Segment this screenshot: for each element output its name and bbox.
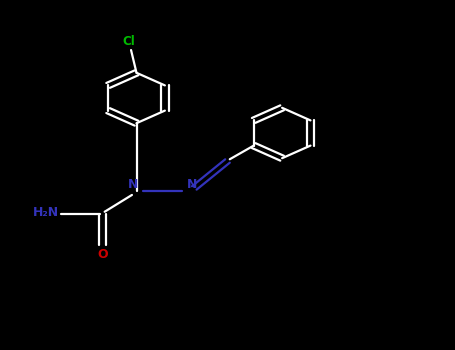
Text: N: N [187,178,197,191]
Text: O: O [97,248,108,261]
Text: Cl: Cl [122,35,135,48]
Text: H₂N: H₂N [32,206,59,219]
Text: N: N [128,178,138,191]
